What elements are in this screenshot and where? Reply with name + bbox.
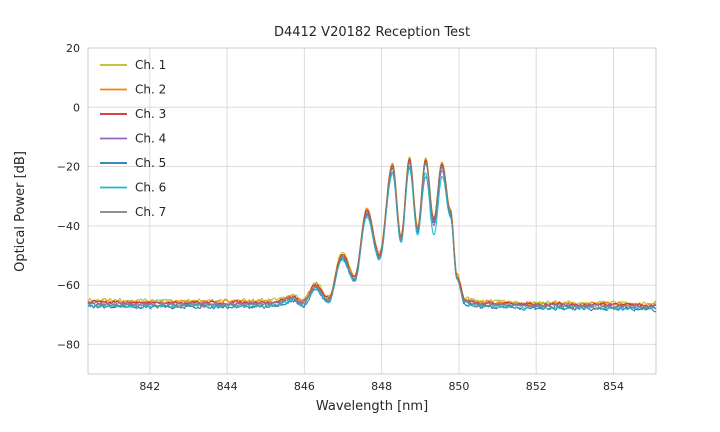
y-tick-label: −80 [57,338,80,351]
legend-label: Ch. 4 [135,132,166,146]
legend-label: Ch. 3 [135,107,166,121]
y-tick-label: 20 [66,42,80,55]
legend-label: Ch. 1 [135,58,166,72]
series-line-ch-6 [87,167,657,311]
x-tick-label: 846 [294,380,315,393]
y-tick-label: −60 [57,279,80,292]
x-tick-label: 854 [603,380,624,393]
series-line-ch-5 [87,161,657,313]
axes-spine [87,47,657,375]
series-line-ch-4 [87,165,657,309]
series-line-ch-7 [87,160,657,310]
y-tick-label: 0 [73,101,80,114]
x-axis-label: Wavelength [nm] [315,399,429,414]
legend-label: Ch. 7 [135,205,166,219]
x-tick-label: 852 [526,380,547,393]
x-tick-label: 842 [139,380,160,393]
y-tick-label: −20 [57,161,80,174]
x-tick-label: 850 [448,380,469,393]
chart-title: D4412 V20182 Reception Test [273,25,471,40]
legend-label: Ch. 6 [135,181,166,195]
legend-label: Ch. 2 [135,83,166,97]
x-tick-label: 848 [371,380,392,393]
y-tick-label: −40 [57,220,80,233]
x-tick-label: 844 [217,380,238,393]
legend-label: Ch. 5 [135,156,166,170]
